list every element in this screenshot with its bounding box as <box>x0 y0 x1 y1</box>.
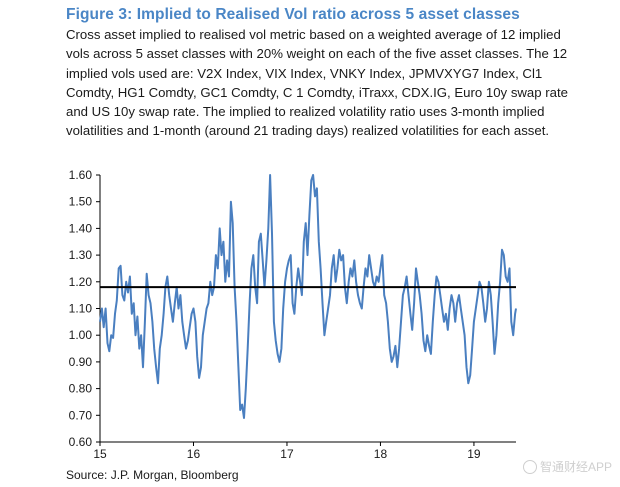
y-tick-label: 1.50 <box>69 195 93 209</box>
x-axis-ticks: 15 16 17 18 19 <box>93 442 481 461</box>
watermark-logo-icon <box>522 460 537 474</box>
y-tick-label: 1.10 <box>69 302 93 316</box>
y-axis-ticks: 0.60 0.70 0.80 0.90 1.00 1.10 1.20 1.30 1.40 1.50… <box>69 168 100 449</box>
watermark-text: 智通财经APP <box>539 460 612 474</box>
x-tick-label: 17 <box>280 447 294 461</box>
y-tick-label: 0.90 <box>69 355 93 369</box>
y-tick-label: 0.70 <box>69 408 93 422</box>
x-tick-label: 15 <box>93 447 107 461</box>
y-tick-label: 0.60 <box>69 435 93 449</box>
y-tick-label: 0.80 <box>69 382 93 396</box>
y-tick-label: 1.60 <box>69 168 93 182</box>
watermark: 智通财经APP <box>522 458 612 475</box>
y-tick-label: 1.30 <box>69 248 93 262</box>
figure-description: Cross asset implied to realised vol metr… <box>66 27 568 139</box>
y-tick-label: 1.40 <box>69 221 93 235</box>
x-tick-label: 18 <box>374 447 388 461</box>
series-line-implied-realised-ratio <box>99 174 517 419</box>
y-tick-label: 1.20 <box>69 275 93 289</box>
x-tick-label: 19 <box>467 447 481 461</box>
x-tick-label: 16 <box>187 447 201 461</box>
figure-title: Figure 3: Implied to Realised Vol ratio … <box>66 6 520 23</box>
y-tick-label: 1.00 <box>69 328 93 342</box>
source-note: Source: J.P. Morgan, Bloomberg <box>66 468 239 482</box>
